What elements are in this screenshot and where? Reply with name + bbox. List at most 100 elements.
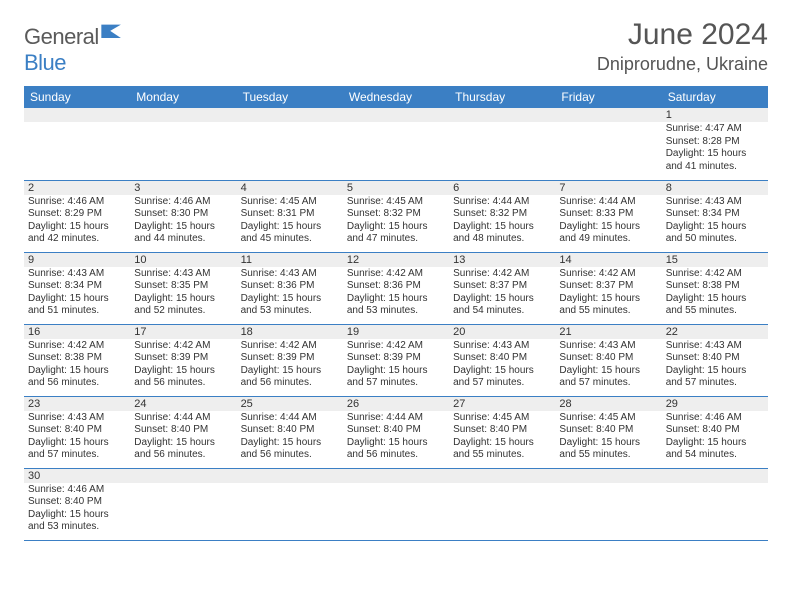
daylight-text: Daylight: 15 hours and 49 minutes. xyxy=(559,221,657,246)
calendar-day: 12Sunrise: 4:42 AMSunset: 8:36 PMDayligh… xyxy=(343,252,449,324)
day-details: Sunrise: 4:43 AMSunset: 8:36 PMDaylight:… xyxy=(237,267,343,320)
day-number xyxy=(555,469,661,483)
sunrise-text: Sunrise: 4:43 AM xyxy=(28,412,126,425)
calendar-day-empty xyxy=(237,108,343,180)
calendar-day: 17Sunrise: 4:42 AMSunset: 8:39 PMDayligh… xyxy=(130,324,236,396)
day-header: Tuesday xyxy=(237,86,343,108)
day-details: Sunrise: 4:43 AMSunset: 8:34 PMDaylight:… xyxy=(662,195,768,248)
calendar-day: 3Sunrise: 4:46 AMSunset: 8:30 PMDaylight… xyxy=(130,180,236,252)
calendar-day-empty xyxy=(449,468,555,540)
sunset-text: Sunset: 8:31 PM xyxy=(241,208,339,221)
sunset-text: Sunset: 8:32 PM xyxy=(347,208,445,221)
sunset-text: Sunset: 8:40 PM xyxy=(241,424,339,437)
sunset-text: Sunset: 8:30 PM xyxy=(134,208,232,221)
sunrise-text: Sunrise: 4:43 AM xyxy=(559,340,657,353)
calendar-day: 19Sunrise: 4:42 AMSunset: 8:39 PMDayligh… xyxy=(343,324,449,396)
calendar-week: 9Sunrise: 4:43 AMSunset: 8:34 PMDaylight… xyxy=(24,252,768,324)
calendar-day: 22Sunrise: 4:43 AMSunset: 8:40 PMDayligh… xyxy=(662,324,768,396)
day-details: Sunrise: 4:46 AMSunset: 8:30 PMDaylight:… xyxy=(130,195,236,248)
calendar-week: 23Sunrise: 4:43 AMSunset: 8:40 PMDayligh… xyxy=(24,396,768,468)
day-number: 30 xyxy=(24,469,130,483)
sunset-text: Sunset: 8:39 PM xyxy=(347,352,445,365)
sunrise-text: Sunrise: 4:42 AM xyxy=(28,340,126,353)
day-number: 21 xyxy=(555,325,661,339)
daylight-text: Daylight: 15 hours and 47 minutes. xyxy=(347,221,445,246)
day-number: 14 xyxy=(555,253,661,267)
calendar-day-empty xyxy=(662,468,768,540)
month-title: June 2024 xyxy=(597,18,768,52)
calendar-day: 13Sunrise: 4:42 AMSunset: 8:37 PMDayligh… xyxy=(449,252,555,324)
calendar-day: 14Sunrise: 4:42 AMSunset: 8:37 PMDayligh… xyxy=(555,252,661,324)
sunrise-text: Sunrise: 4:42 AM xyxy=(134,340,232,353)
brand-part1: General xyxy=(24,24,99,49)
day-details: Sunrise: 4:44 AMSunset: 8:33 PMDaylight:… xyxy=(555,195,661,248)
day-number: 12 xyxy=(343,253,449,267)
calendar-week: 16Sunrise: 4:42 AMSunset: 8:38 PMDayligh… xyxy=(24,324,768,396)
daylight-text: Daylight: 15 hours and 56 minutes. xyxy=(241,437,339,462)
sunset-text: Sunset: 8:33 PM xyxy=(559,208,657,221)
day-details: Sunrise: 4:42 AMSunset: 8:36 PMDaylight:… xyxy=(343,267,449,320)
day-details: Sunrise: 4:42 AMSunset: 8:38 PMDaylight:… xyxy=(24,339,130,392)
day-number: 3 xyxy=(130,181,236,195)
day-number: 15 xyxy=(662,253,768,267)
sunset-text: Sunset: 8:37 PM xyxy=(453,280,551,293)
daylight-text: Daylight: 15 hours and 52 minutes. xyxy=(134,293,232,318)
day-number xyxy=(237,108,343,122)
calendar-day: 30Sunrise: 4:46 AMSunset: 8:40 PMDayligh… xyxy=(24,468,130,540)
day-details xyxy=(130,483,236,486)
sunset-text: Sunset: 8:28 PM xyxy=(666,136,764,149)
day-details xyxy=(662,483,768,486)
day-header: Saturday xyxy=(662,86,768,108)
day-details: Sunrise: 4:42 AMSunset: 8:37 PMDaylight:… xyxy=(555,267,661,320)
sunset-text: Sunset: 8:39 PM xyxy=(134,352,232,365)
day-number: 4 xyxy=(237,181,343,195)
sunset-text: Sunset: 8:40 PM xyxy=(559,424,657,437)
sunrise-text: Sunrise: 4:44 AM xyxy=(453,196,551,209)
sunset-text: Sunset: 8:38 PM xyxy=(28,352,126,365)
sunset-text: Sunset: 8:38 PM xyxy=(666,280,764,293)
daylight-text: Daylight: 15 hours and 48 minutes. xyxy=(453,221,551,246)
day-header: Friday xyxy=(555,86,661,108)
calendar-day: 16Sunrise: 4:42 AMSunset: 8:38 PMDayligh… xyxy=(24,324,130,396)
sunrise-text: Sunrise: 4:42 AM xyxy=(453,268,551,281)
daylight-text: Daylight: 15 hours and 54 minutes. xyxy=(666,437,764,462)
sunrise-text: Sunrise: 4:42 AM xyxy=(559,268,657,281)
calendar-week: 1Sunrise: 4:47 AMSunset: 8:28 PMDaylight… xyxy=(24,108,768,180)
daylight-text: Daylight: 15 hours and 57 minutes. xyxy=(666,365,764,390)
calendar-week: 2Sunrise: 4:46 AMSunset: 8:29 PMDaylight… xyxy=(24,180,768,252)
sunset-text: Sunset: 8:40 PM xyxy=(347,424,445,437)
day-number: 11 xyxy=(237,253,343,267)
day-details xyxy=(343,483,449,486)
day-number xyxy=(555,108,661,122)
sunset-text: Sunset: 8:40 PM xyxy=(453,352,551,365)
day-details: Sunrise: 4:42 AMSunset: 8:38 PMDaylight:… xyxy=(662,267,768,320)
daylight-text: Daylight: 15 hours and 55 minutes. xyxy=(559,293,657,318)
daylight-text: Daylight: 15 hours and 54 minutes. xyxy=(453,293,551,318)
sunrise-text: Sunrise: 4:44 AM xyxy=(241,412,339,425)
day-number: 29 xyxy=(662,397,768,411)
day-details xyxy=(343,122,449,125)
sunrise-text: Sunrise: 4:43 AM xyxy=(666,196,764,209)
sunset-text: Sunset: 8:40 PM xyxy=(666,352,764,365)
daylight-text: Daylight: 15 hours and 57 minutes. xyxy=(347,365,445,390)
sunrise-text: Sunrise: 4:46 AM xyxy=(28,484,126,497)
day-details: Sunrise: 4:46 AMSunset: 8:40 PMDaylight:… xyxy=(24,483,130,536)
day-header: Monday xyxy=(130,86,236,108)
calendar-day: 7Sunrise: 4:44 AMSunset: 8:33 PMDaylight… xyxy=(555,180,661,252)
day-number: 5 xyxy=(343,181,449,195)
day-details: Sunrise: 4:42 AMSunset: 8:39 PMDaylight:… xyxy=(130,339,236,392)
calendar-day-empty xyxy=(24,108,130,180)
daylight-text: Daylight: 15 hours and 56 minutes. xyxy=(28,365,126,390)
day-header: Wednesday xyxy=(343,86,449,108)
day-details xyxy=(449,483,555,486)
sunrise-text: Sunrise: 4:43 AM xyxy=(666,340,764,353)
sunset-text: Sunset: 8:40 PM xyxy=(28,496,126,509)
calendar-day: 10Sunrise: 4:43 AMSunset: 8:35 PMDayligh… xyxy=(130,252,236,324)
day-details: Sunrise: 4:44 AMSunset: 8:32 PMDaylight:… xyxy=(449,195,555,248)
calendar-day: 1Sunrise: 4:47 AMSunset: 8:28 PMDaylight… xyxy=(662,108,768,180)
day-number xyxy=(343,108,449,122)
daylight-text: Daylight: 15 hours and 55 minutes. xyxy=(666,293,764,318)
day-number: 9 xyxy=(24,253,130,267)
daylight-text: Daylight: 15 hours and 53 minutes. xyxy=(347,293,445,318)
calendar-day: 21Sunrise: 4:43 AMSunset: 8:40 PMDayligh… xyxy=(555,324,661,396)
